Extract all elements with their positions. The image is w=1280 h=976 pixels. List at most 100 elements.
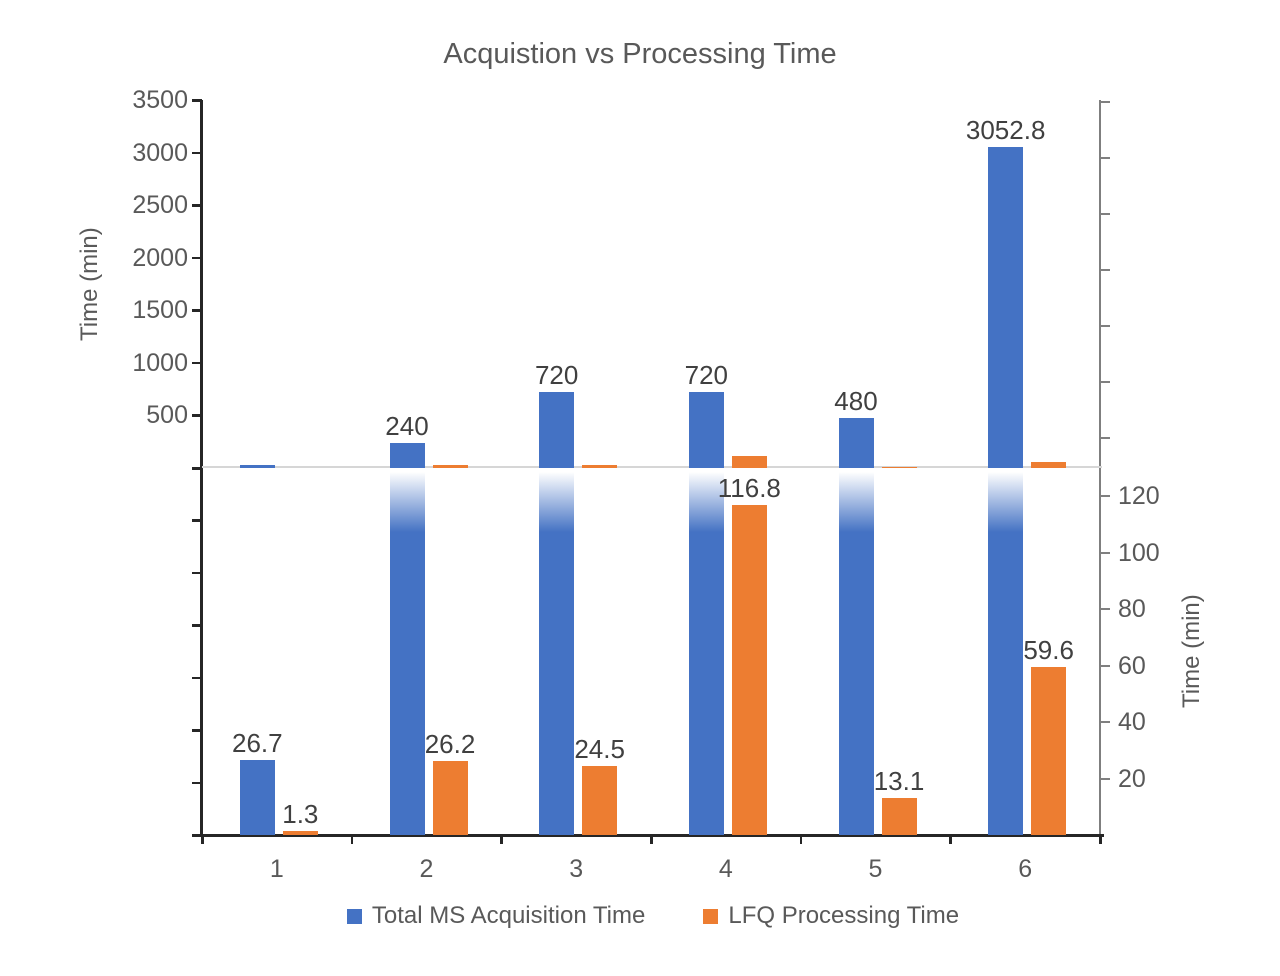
bottom-panel-bar-clipped xyxy=(539,468,575,835)
data-label: 480 xyxy=(834,385,878,416)
top-panel-bar xyxy=(389,442,425,468)
processing-series-swatch-icon xyxy=(703,908,719,924)
right-axis-tick xyxy=(1100,777,1110,780)
top-panel-bar xyxy=(432,465,468,468)
top-panel-bar xyxy=(988,147,1024,468)
acquisition-series-swatch-icon xyxy=(346,908,362,924)
legend: Total MS Acquisition Time LFQ Processing… xyxy=(202,902,1104,930)
data-label: 26.7 xyxy=(232,727,283,758)
left-axis-tick-label: 2000 xyxy=(132,243,188,272)
left-axis-tick-label: 2500 xyxy=(132,191,188,220)
top-panel-bar xyxy=(582,465,618,468)
right-axis-tick xyxy=(1100,551,1110,554)
x-axis-category-label: 6 xyxy=(1018,855,1033,883)
top-panel-bar xyxy=(1031,461,1067,468)
left-axis-tick xyxy=(192,99,202,102)
left-axis-tick xyxy=(192,256,202,260)
bottom-panel-bar-clipped xyxy=(389,468,425,835)
x-axis-tick xyxy=(1099,836,1102,844)
right-axis-line xyxy=(1099,100,1101,835)
left-axis-tick xyxy=(192,309,202,312)
right-axis-tick xyxy=(1100,721,1110,724)
right-axis-tick xyxy=(1100,101,1110,103)
right-axis-tick-label: 80 xyxy=(1118,595,1146,624)
panel-divider-line xyxy=(202,465,1102,468)
x-axis-category-label: 5 xyxy=(868,855,883,883)
left-axis-tick-label: 1500 xyxy=(132,296,188,325)
top-panel-bar xyxy=(688,392,724,468)
data-label: 240 xyxy=(385,410,429,441)
legend-item-processing: LFQ Processing Time xyxy=(703,902,959,930)
x-axis-tick xyxy=(201,836,204,844)
x-axis-tick xyxy=(500,836,503,844)
top-panel-bar xyxy=(881,466,917,468)
data-label: 1.3 xyxy=(282,799,319,830)
legend-label-acquisition: Total MS Acquisition Time xyxy=(371,902,646,929)
left-axis-tick xyxy=(192,361,202,365)
right-axis-tick xyxy=(1100,608,1110,611)
right-axis-tick xyxy=(1100,381,1110,383)
legend-item-acquisition: Total MS Acquisition Time xyxy=(346,902,646,930)
x-axis-category-label: 4 xyxy=(718,855,733,883)
bottom-panel-bar-clipped xyxy=(838,468,874,835)
data-label: 13.1 xyxy=(873,766,925,797)
right-axis-tick xyxy=(1100,437,1110,439)
bottom-panel-bar xyxy=(239,759,275,835)
data-label: 3052.8 xyxy=(965,115,1046,146)
left-axis-tick xyxy=(192,414,202,417)
x-axis-category-label: 2 xyxy=(419,855,434,883)
data-label: 720 xyxy=(684,360,729,391)
left-axis-tick xyxy=(192,781,202,785)
legend-label-processing: LFQ Processing Time xyxy=(728,902,960,929)
right-axis-tick-label: 120 xyxy=(1118,482,1160,511)
bottom-panel-bar-clipped xyxy=(688,468,724,835)
left-axis-tick-label: 500 xyxy=(146,401,188,430)
right-axis-tick xyxy=(1100,325,1110,327)
right-axis-tick xyxy=(1100,157,1110,159)
left-axis-tick xyxy=(192,151,202,155)
right-axis-tick xyxy=(1100,269,1110,271)
left-axis-tick-label: 1000 xyxy=(132,348,188,377)
left-axis-tick-label: 3000 xyxy=(132,138,188,167)
bottom-panel-bar xyxy=(1031,666,1067,835)
left-axis-tick xyxy=(192,729,202,732)
bottom-panel-bar xyxy=(881,798,917,835)
bottom-panel-bar xyxy=(432,761,468,835)
data-label: 59.6 xyxy=(1023,634,1074,665)
left-axis-tick-label: 3500 xyxy=(132,86,188,114)
right-axis-tick-label: 60 xyxy=(1118,651,1146,680)
left-axis-tick xyxy=(192,519,202,522)
right-axis-tick-label: 100 xyxy=(1118,538,1160,567)
right-axis-tick-label: 20 xyxy=(1118,764,1146,793)
x-axis-category-label: 1 xyxy=(269,855,284,883)
right-axis-tick xyxy=(1100,664,1110,667)
x-axis-tick xyxy=(650,836,653,844)
bottom-panel-bar-clipped xyxy=(988,468,1024,835)
left-axis-tick xyxy=(192,571,202,575)
x-axis-category-label: 3 xyxy=(569,855,584,883)
left-axis-tick xyxy=(192,676,202,680)
top-panel-bar xyxy=(731,455,767,468)
chart-title: Acquistion vs Processing Time xyxy=(443,38,837,70)
x-axis-line xyxy=(200,834,1104,837)
left-axis-tick xyxy=(192,624,202,627)
top-panel-bar xyxy=(239,465,275,468)
right-axis-tick xyxy=(1100,213,1110,215)
right-axis-tick xyxy=(1100,495,1110,498)
right-axis-tick-label: 40 xyxy=(1118,708,1146,737)
x-axis-tick xyxy=(799,836,803,844)
data-label: 116.8 xyxy=(717,473,781,504)
left-axis-tick xyxy=(192,467,202,470)
bottom-panel-bar xyxy=(582,765,618,835)
top-panel-bar xyxy=(539,392,575,468)
data-label: 24.5 xyxy=(574,733,625,764)
top-panel-bar xyxy=(838,417,874,468)
left-axis-tick xyxy=(192,834,202,837)
bottom-panel-bar xyxy=(731,505,767,835)
data-label: 720 xyxy=(534,360,579,391)
left-axis-tick xyxy=(192,204,202,207)
x-axis-tick xyxy=(350,836,354,844)
bottom-panel-bar xyxy=(282,831,318,835)
x-axis-tick xyxy=(949,836,952,844)
